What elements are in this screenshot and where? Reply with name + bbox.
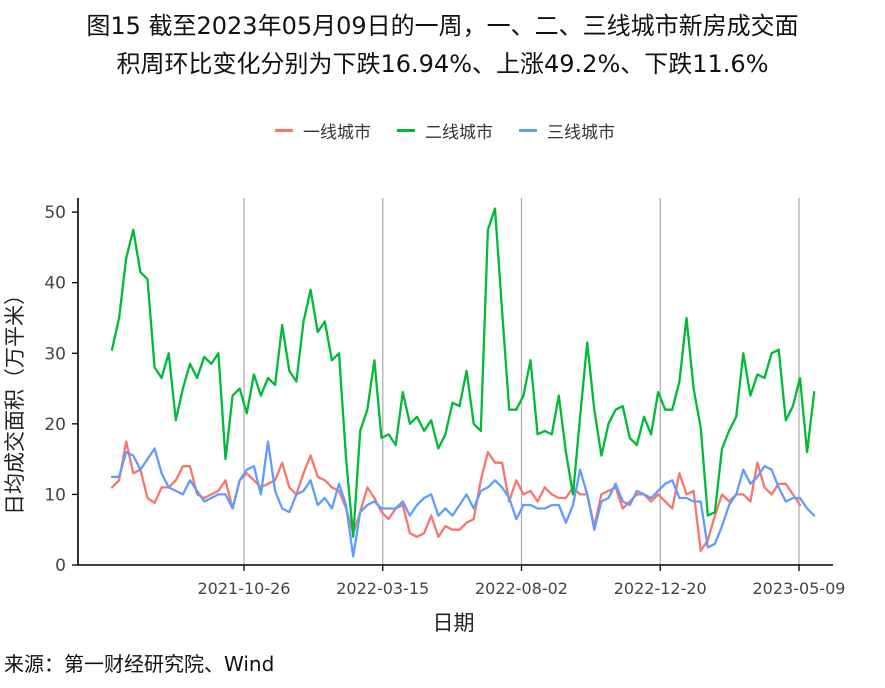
x-tick-label: 2023-05-09 — [753, 579, 846, 598]
series-line-3 — [110, 440, 816, 558]
y-tick-label: 50 — [44, 203, 66, 223]
series-line-1 — [110, 440, 802, 553]
legend-label-tier3: 三线城市 — [547, 123, 615, 143]
y-axis-title: 日均成交面积（万平米） — [3, 284, 27, 515]
legend-label-tier2: 二线城市 — [425, 123, 493, 143]
y-tick-label: 30 — [44, 344, 66, 364]
legend-swatch-tier2 — [397, 129, 415, 132]
series-line-2 — [110, 207, 816, 538]
y-tick-label: 10 — [44, 485, 66, 505]
legend-swatch-tier3 — [519, 129, 537, 132]
chart-title-line2: 积周环比变化分别为下跌16.94%、上涨49.2%、下跌11.6% — [116, 50, 769, 78]
y-tick-label: 0 — [55, 556, 66, 576]
legend-swatch-tier1 — [275, 129, 293, 132]
legend-item-tier2: 二线城市 — [397, 118, 493, 143]
x-tick-label: 2022-03-15 — [336, 579, 429, 598]
legend-label-tier1: 一线城市 — [303, 123, 371, 143]
legend-item-tier3: 三线城市 — [519, 118, 615, 143]
legend-item-tier1: 一线城市 — [275, 118, 371, 143]
source-note: 来源：第一财经研究院、Wind — [4, 652, 275, 676]
chart-legend: 一线城市 二线城市 三线城市 — [275, 118, 615, 143]
y-tick-label: 20 — [44, 415, 66, 435]
x-tick-label: 2021-10-26 — [198, 579, 291, 598]
chart-title-line1: 图15 截至2023年05月09日的一周，一、二、三线城市新房成交面 — [86, 12, 799, 40]
x-tick-label: 2022-12-20 — [614, 579, 707, 598]
x-axis-title: 日期 — [433, 611, 475, 635]
y-tick-label: 40 — [44, 274, 66, 294]
x-tick-label: 2022-08-02 — [475, 579, 568, 598]
